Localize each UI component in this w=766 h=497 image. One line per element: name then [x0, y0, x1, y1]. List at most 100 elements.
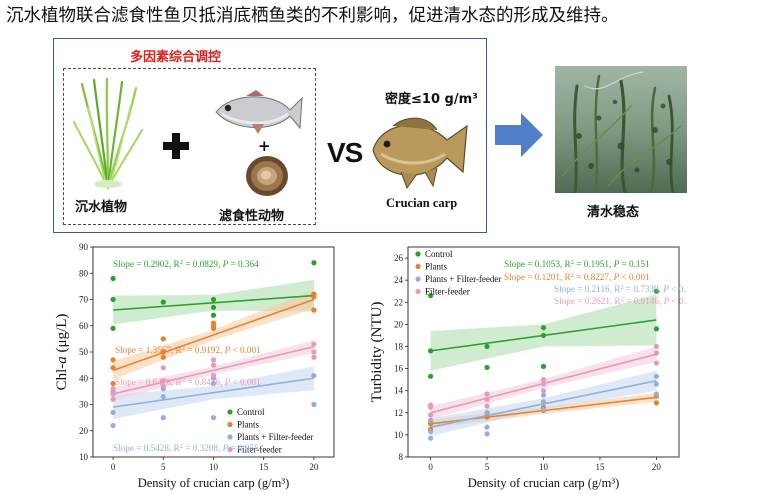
legend-marker-filter-feeder — [415, 288, 421, 295]
x-tick-label: 20 — [652, 462, 662, 472]
data-point-control — [110, 325, 116, 331]
data-point-plants — [160, 349, 166, 355]
data-point-control — [653, 288, 660, 294]
data-point-plants — [653, 400, 660, 406]
legend-marker-filter-feeder — [227, 446, 233, 453]
data-point-plants — [110, 380, 116, 387]
y-axis-label: Chl-a (μg/L) — [54, 314, 70, 391]
stat-annotation-plants-filter-feeder: Slope = 0.5428, R2 = 0.3208, P = 0.055 — [113, 443, 259, 454]
chl-a-chart: 0 5 10 15 20 10 20 30 40 50 60 70 80 90 Density of cru… — [54, 242, 335, 490]
data-point-plants-filter-feeder — [110, 409, 116, 415]
data-point-filter-feeder — [160, 378, 166, 384]
stat-annotation-plants: Slope = 0.1201, R2 = 0.8227, P < 0.001 — [504, 272, 650, 283]
x-tick-label: 0 — [428, 462, 433, 472]
data-point-filter-feeder — [160, 383, 166, 389]
right-arrow-icon — [495, 113, 543, 157]
data-point-filter-feeder — [311, 341, 317, 347]
data-point-plants-filter-feeder — [110, 422, 116, 429]
y-tick-label: 14 — [394, 386, 404, 396]
data-point-control — [484, 364, 490, 371]
y-tick-label: 10 — [79, 452, 89, 462]
stat-annotation-control: Slope = 0.1053, R2 = 0.1951, P = 0.151 — [504, 259, 650, 270]
data-point-plants-filter-feeder — [427, 428, 434, 435]
data-point-plants-filter-feeder — [160, 394, 166, 400]
legend-entry-control: Control — [425, 249, 453, 259]
legend-entry-control: Control — [237, 407, 265, 417]
legend-marker-plants-filter-feeder — [227, 434, 233, 440]
data-point-filter-feeder — [540, 388, 547, 394]
data-point-plants — [110, 357, 116, 363]
data-point-filter-feeder — [427, 404, 434, 410]
legend-marker-control — [227, 409, 233, 415]
submerged-plant-icon — [73, 78, 143, 190]
data-point-plants — [110, 365, 116, 371]
y-tick-label: 24 — [394, 275, 404, 285]
data-point-filter-feeder — [653, 350, 660, 356]
data-point-plants-filter-feeder — [653, 381, 660, 387]
data-point-plants-filter-feeder — [210, 380, 217, 387]
y-tick-label: 90 — [79, 242, 89, 252]
legend-marker-plants — [227, 421, 233, 428]
vs-label: VS — [327, 137, 363, 168]
y-tick-label: 20 — [79, 426, 89, 436]
data-point-plants — [160, 354, 166, 360]
data-point-filter-feeder — [210, 373, 217, 379]
y-tick-label: 40 — [79, 373, 89, 383]
y-tick-label: 80 — [79, 268, 89, 278]
underwater-vegetation-photo — [555, 66, 687, 193]
y-tick-label: 50 — [79, 347, 89, 357]
data-point-control — [427, 293, 434, 299]
data-point-filter-feeder — [653, 360, 660, 366]
data-point-filter-feeder — [311, 349, 317, 355]
data-point-filter-feeder — [160, 365, 166, 371]
y-tick-label: 20 — [394, 319, 404, 329]
data-point-filter-feeder — [110, 386, 116, 392]
y-tick-label: 60 — [79, 321, 89, 331]
data-point-plants-filter-feeder — [540, 392, 547, 398]
fit-line-control — [113, 294, 314, 311]
stat-annotation-filter-feeder: Slope = 0.2621, R2 = 0.9146, P < 0.001 — [554, 296, 685, 307]
legend-entry-plants-filter-feeder: Plants + Filter-feeder — [237, 432, 313, 442]
data-point-control — [540, 325, 547, 331]
data-point-control — [484, 343, 490, 350]
stat-annotation-control: Slope = 0.2902, R2 = 0.0829, P = 0.364 — [113, 259, 259, 270]
multi-factor-dashed-box — [63, 68, 316, 225]
data-point-control — [427, 373, 434, 379]
x-tick-label: 0 — [111, 462, 116, 472]
x-tick-label: 10 — [209, 462, 219, 472]
data-point-plants — [210, 325, 217, 331]
density-label: 密度≤10 g/m³ — [385, 92, 478, 107]
filter-feeder-label: 滤食性动物 — [219, 209, 285, 224]
data-point-plants-filter-feeder — [210, 415, 217, 421]
data-point-plants — [484, 414, 490, 420]
data-point-plants-filter-feeder — [653, 391, 660, 397]
y-axis-label: Turbidity (NTU) — [369, 302, 385, 403]
data-point-control — [210, 312, 217, 318]
data-point-control — [427, 348, 434, 354]
data-point-control — [110, 275, 116, 282]
data-point-plants — [311, 294, 317, 300]
x-tick-label: 20 — [309, 462, 319, 472]
x-axis-label: Density of crucian carp (g/m³) — [138, 476, 290, 490]
silver-fish-icon — [215, 90, 303, 134]
data-point-control — [540, 363, 547, 369]
data-point-filter-feeder — [484, 396, 490, 403]
data-point-plants-filter-feeder — [540, 406, 547, 413]
ci-band-control — [430, 294, 657, 371]
y-tick-label: 18 — [394, 341, 404, 351]
data-point-plants — [311, 307, 317, 313]
stat-annotation-filter-feeder: Slope = 0.6478, R2 = 0.8456, P < 0.001 — [115, 377, 261, 388]
x-tick-label: 10 — [539, 462, 549, 472]
data-point-plants-filter-feeder — [311, 373, 317, 379]
data-point-filter-feeder — [110, 391, 116, 397]
data-point-filter-feeder — [540, 381, 547, 387]
turbidity-chart: 0 5 10 15 20 8 10 12 14 16 18 20 22 24 26 Density of cr… — [369, 246, 685, 490]
legend-entry-plants: Plants — [425, 262, 448, 272]
fit-line-plants-filter-feeder — [112, 377, 315, 408]
legend-entry-filter-feeder: Filter-feeder — [237, 445, 282, 455]
fit-line-filter-feeder — [112, 345, 315, 395]
legend-entry-filter-feeder: Filter-feeder — [425, 287, 470, 297]
data-point-plants-filter-feeder — [653, 373, 660, 379]
data-point-plants-filter-feeder — [484, 431, 490, 437]
y-tick-label: 12 — [394, 408, 403, 418]
